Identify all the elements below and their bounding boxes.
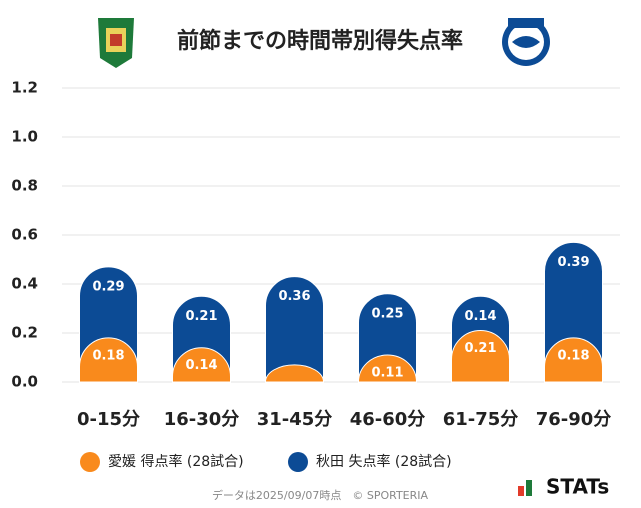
bar-segment <box>79 337 138 383</box>
data-label: 0.11 <box>371 366 403 381</box>
bar-segment <box>357 354 418 383</box>
legend-marker <box>288 452 308 472</box>
bar-segment <box>264 364 325 383</box>
bar-segment <box>172 347 231 383</box>
y-tick-label: 0.2 <box>11 324 38 342</box>
chart-title: 前節までの時間帯別得失点率 <box>177 28 463 54</box>
away-logo <box>502 18 550 66</box>
data-label: 0.25 <box>371 306 403 321</box>
x-tick-label: 16-30分 <box>164 409 240 430</box>
data-label: 0.18 <box>92 348 124 363</box>
x-tick-label: 0-15分 <box>77 409 140 430</box>
legend-label: 秋田 失点率 (28試合) <box>316 453 452 470</box>
data-label: 0.18 <box>557 348 589 363</box>
x-tick-label: 46-60分 <box>350 409 426 430</box>
y-tick-label: 0.6 <box>11 226 38 244</box>
brand: STATs <box>546 475 609 499</box>
data-label: 0.39 <box>557 255 589 270</box>
home-logo <box>98 18 134 68</box>
x-tick-label: 61-75分 <box>443 409 519 430</box>
data-label: 0.29 <box>92 279 124 294</box>
y-tick-label: 0.4 <box>11 275 38 293</box>
data-label: 0.14 <box>464 309 496 324</box>
footnote: データは2025/09/07時点 © SPORTERIA <box>212 488 429 502</box>
x-tick-label: 31-45分 <box>257 409 333 430</box>
x-tick-label: 76-90分 <box>536 409 612 430</box>
data-label: 0.21 <box>464 341 496 356</box>
data-label: 0.36 <box>278 289 310 304</box>
legend-label: 愛媛 得点率 (28試合) <box>108 453 244 470</box>
y-tick-label: 1.0 <box>11 128 38 146</box>
brand-logo: STATs <box>518 475 609 499</box>
bar-segment <box>265 276 324 383</box>
bar-segment <box>451 330 510 383</box>
bar-segment <box>544 337 603 383</box>
y-tick-label: 0.8 <box>11 177 38 195</box>
y-tick-label: 0.0 <box>11 373 38 391</box>
plot: 0.0 0.2 0.4 0.6 0.8 1.0 1.2 0-15分 0.18 0.29 16-30分… <box>11 79 620 472</box>
data-label: 0.14 <box>185 358 217 373</box>
legend-marker <box>80 452 100 472</box>
data-label: 0.21 <box>185 309 217 324</box>
y-tick-label: 1.2 <box>11 79 38 97</box>
